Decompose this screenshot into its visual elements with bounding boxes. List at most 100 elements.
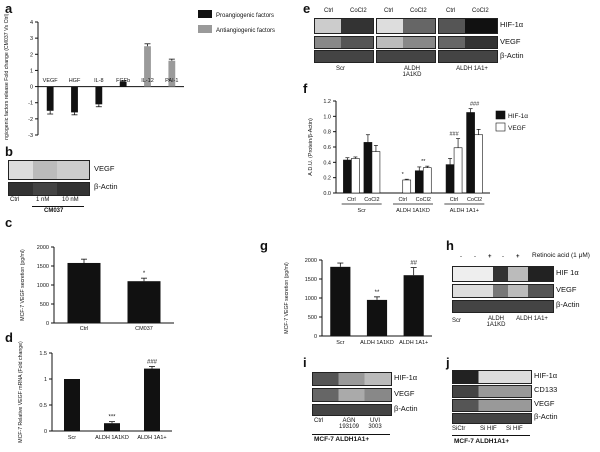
blot-h-sign-1: - <box>460 254 462 260</box>
c-bar-1 <box>127 281 161 323</box>
d-cat-1: ALDH 1A1KD <box>95 435 129 441</box>
blot-b-lane-1: Ctrl <box>10 197 20 203</box>
panel-f-label: f <box>303 81 308 96</box>
blot-e-lane-6: CoCl2 <box>472 8 489 14</box>
blot-e-lane-2: CoCl2 <box>350 8 367 14</box>
f-ytick-label-1: 0.2 <box>323 176 331 182</box>
blot-e-vegf-plus <box>438 36 498 49</box>
a-legend-label-0: Proangiogenic factors <box>216 13 274 19</box>
blot-h-band-hif <box>452 266 554 282</box>
g-bar-2 <box>403 275 424 336</box>
blot-b-band-actin <box>8 182 90 196</box>
chart-d: 0 0.5 1 1.5 MCF-7 Relative VEGF mRNA (Fold c… <box>18 341 172 443</box>
f-legend-label-1: VEGF <box>508 125 526 132</box>
c-ytick-label-4: 2000 <box>37 245 49 251</box>
blot-h-group-plus: ALDH 1A1+ <box>516 316 548 322</box>
blot-h-group-scr: Scr <box>452 318 461 324</box>
blot-h-sign-4: - <box>502 254 504 260</box>
blot-b-band-vegf <box>8 160 90 180</box>
d-ylabel: MCF-7 Relative VEGF mRNA (Fold change) <box>18 341 24 443</box>
chart-c: 0 500 1000 1500 2000 MCF-7 VEGF secretion (pg… <box>20 245 174 332</box>
f-bar-0-5 <box>466 112 475 194</box>
f-sub-2: Ctrl <box>398 197 407 203</box>
blot-h-band-actin <box>452 300 554 313</box>
a-cat-0: VEGF <box>43 78 59 84</box>
c-ytick-label-3: 1500 <box>37 264 49 270</box>
blot-e-hif-plus <box>438 18 498 34</box>
blot-e-hif-kd <box>376 18 436 34</box>
blot-h-label-actin: β-Actin <box>556 300 580 309</box>
c-ytick-label-2: 1000 <box>37 283 49 289</box>
blot-e-label-actin: β-Actin <box>500 51 524 60</box>
blot-j-band-actin <box>452 413 532 424</box>
blot-j: HIF-1α CD133 VEGF β-Actin SiCtr Si HIF S… <box>452 368 600 452</box>
blot-j-lane-2: Si HIF <box>480 426 497 432</box>
blot-i-band-actin <box>312 404 392 416</box>
d-ytick-label-2: 1 <box>44 377 47 383</box>
blot-e-label-vegf: VEGF <box>500 37 521 46</box>
f-bar-0-3 <box>414 170 424 194</box>
panel-b-label: b <box>5 144 13 159</box>
a-cat-4: IL-12 <box>141 78 154 84</box>
blot-h: - - + - + Retinoic acid (1 μM) HIF 1α VE… <box>452 252 600 342</box>
a-bar-5 <box>168 60 176 87</box>
d-sig-2: ### <box>147 360 158 366</box>
d-bar-1 <box>104 423 120 431</box>
blot-e-actin-kd <box>376 50 436 63</box>
g-ytick-label-1: 500 <box>308 315 317 321</box>
c-bar-0 <box>67 262 101 323</box>
a-bar-1 <box>71 86 78 113</box>
blot-j-lane-3: Si HIF <box>506 426 523 432</box>
blot-b-group-line <box>32 206 84 207</box>
c-sig-1: * <box>143 271 146 277</box>
g-cat-0: Scr <box>336 340 344 346</box>
blot-i-label-vegf: VEGF <box>394 389 415 398</box>
panel-c-label: c <box>5 215 13 230</box>
g-ytick-label-0: 0 <box>314 334 317 340</box>
blot-j-label-actin: β-Actin <box>534 412 558 421</box>
a-bar-0 <box>46 86 54 111</box>
chart-a: -3 -2 -1 0 1 2 3 4 Angiogenic factors release Fo… <box>4 10 275 140</box>
g-bar-1 <box>366 299 388 336</box>
blot-i-group-line <box>312 434 390 435</box>
panel-e-label: e <box>303 1 311 16</box>
f-sig-3: ** <box>421 159 426 165</box>
g-cat-2: ALDH 1A1+ <box>399 340 428 346</box>
blot-e-vegf-scr <box>314 36 374 49</box>
f-sub-5: CoCl2 <box>467 197 482 203</box>
f-ytick-label-4: 0.8 <box>323 130 331 136</box>
blot-j-band-cd133 <box>452 385 532 398</box>
f-bar-0-1 <box>363 142 373 194</box>
blot-j-band-vegf <box>452 399 532 412</box>
f-legend-swatch-0 <box>495 110 506 120</box>
f-bar-1-2 <box>402 179 412 194</box>
f-sub-0: Ctrl <box>347 197 356 203</box>
f-group-1: ALDH 1A1KD <box>396 208 430 214</box>
a-ytick-label-0: -3 <box>28 133 33 139</box>
blot-i-group: MCF-7 ALDH1A1+ <box>314 436 370 443</box>
d-bar-2 <box>144 368 160 431</box>
f-bar-1-0 <box>351 158 360 194</box>
blot-j-label-cd133: CD133 <box>534 385 558 394</box>
blot-e-actin-scr <box>314 50 374 63</box>
f-group-0: Scr <box>358 208 366 214</box>
d-ytick-label-1: 0.5 <box>39 403 47 409</box>
blot-i-lane-3: UVI 3003 <box>368 418 382 430</box>
f-ylabel: A.D.U. (Protein/β-Actin) <box>308 118 314 176</box>
g-sig-2: ## <box>410 261 417 267</box>
a-ytick-label-4: 1 <box>30 68 33 74</box>
f-sub-4: Ctrl <box>450 197 459 203</box>
panel-a-label: a <box>5 1 13 16</box>
f-bar-1-5 <box>474 134 483 194</box>
panel-j-label: j <box>446 355 450 370</box>
a-cat-5: PAI-1 <box>165 78 178 84</box>
g-cat-1: ALDH 1A1KD <box>360 340 394 346</box>
a-legend-swatch-0 <box>198 10 212 18</box>
blot-e-lane-4: CoCl2 <box>410 8 427 14</box>
blot-i-label-actin: β-Actin <box>394 404 418 413</box>
blot-j-group: MCF-7 ALDH1A1+ <box>454 438 510 445</box>
a-ytick-label-1: -2 <box>28 117 33 123</box>
blot-i-lane-2: AGN 193109 <box>338 418 360 430</box>
blot-i-label-hif: HIF-1α <box>394 373 418 382</box>
blot-b-label-vegf: VEGF <box>94 164 115 173</box>
